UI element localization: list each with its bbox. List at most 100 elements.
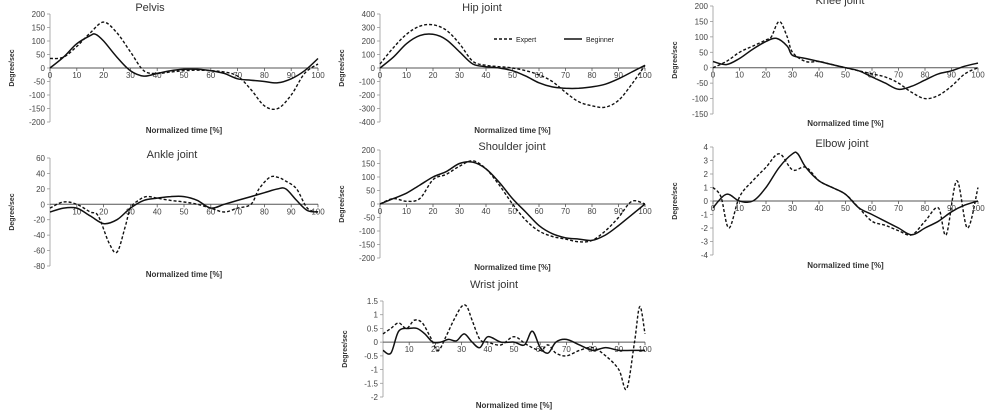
- x-tick-label: 60: [536, 345, 545, 354]
- x-tick-label: 70: [562, 345, 571, 354]
- x-tick-label: 50: [508, 71, 517, 80]
- x-tick-label: 100: [311, 71, 325, 80]
- y-tick-label: 1: [704, 184, 709, 193]
- y-tick-label: -150: [359, 241, 376, 250]
- x-tick-label: 20: [99, 207, 108, 216]
- y-tick-label: 200: [695, 2, 709, 11]
- x-tick-label: 100: [638, 345, 652, 354]
- y-tick-label: -150: [29, 105, 46, 114]
- x-tick-label: 20: [431, 345, 440, 354]
- x-tick-label: 100: [638, 71, 652, 80]
- x-tick-label: 70: [561, 207, 570, 216]
- y-tick-label: 0.5: [367, 324, 379, 333]
- x-tick-label: 10: [735, 204, 744, 213]
- y-tick-label: -200: [359, 91, 376, 100]
- y-tick-label: 50: [366, 187, 375, 196]
- x-tick-label: 20: [762, 71, 771, 80]
- y-tick-label: -300: [359, 105, 376, 114]
- y-tick-label: 0: [41, 64, 46, 73]
- x-tick-label: 20: [429, 207, 438, 216]
- x-tick-label: 0: [48, 71, 53, 80]
- y-tick-label: 400: [362, 10, 376, 19]
- x-tick-label: 20: [429, 71, 438, 80]
- x-tick-label: 50: [841, 204, 850, 213]
- x-axis-title: Normalized time [%]: [146, 126, 223, 135]
- y-tick-label: 0: [371, 200, 376, 209]
- x-tick-label: 0: [711, 71, 716, 80]
- y-tick-label: -80: [33, 262, 45, 271]
- y-tick-label: 200: [362, 146, 376, 155]
- x-tick-label: 70: [894, 204, 903, 213]
- x-tick-label: 0: [378, 207, 383, 216]
- x-axis-title: Normalized time [%]: [474, 263, 551, 272]
- series-line-beginner: [382, 327, 645, 355]
- legend-label: Expert: [516, 37, 536, 44]
- y-tick-label: 50: [699, 48, 708, 57]
- x-tick-label: 80: [921, 71, 930, 80]
- y-tick-label: 40: [36, 169, 45, 178]
- series-line-beginner: [712, 37, 979, 91]
- y-tick-label: -20: [33, 216, 45, 225]
- x-tick-label: 30: [788, 71, 797, 80]
- x-tick-label: 40: [482, 71, 491, 80]
- x-tick-label: 90: [614, 71, 623, 80]
- x-tick-label: 30: [455, 71, 464, 80]
- x-axis-title: Normalized time [%]: [474, 126, 551, 135]
- y-tick-label: 300: [362, 24, 376, 33]
- x-tick-label: 80: [260, 71, 269, 80]
- x-tick-label: 30: [455, 207, 464, 216]
- y-tick-label: -50: [363, 214, 375, 223]
- chart-title: Elbow joint: [815, 138, 868, 150]
- y-tick-label: 1.5: [367, 297, 379, 306]
- x-tick-label: 80: [588, 71, 597, 80]
- x-tick-label: 20: [99, 71, 108, 80]
- x-tick-label: 10: [402, 207, 411, 216]
- x-tick-label: 90: [614, 345, 623, 354]
- x-tick-label: 90: [287, 71, 296, 80]
- x-axis-title: Normalized time [%]: [476, 401, 553, 410]
- y-tick-label: 200: [32, 10, 46, 19]
- y-tick-label: -100: [359, 78, 376, 87]
- y-tick-label: 3: [704, 157, 709, 166]
- y-tick-label: 20: [36, 185, 45, 194]
- x-tick-label: 70: [233, 207, 242, 216]
- x-tick-label: 10: [72, 71, 81, 80]
- series-line-expert: [379, 160, 646, 243]
- x-tick-label: 0: [378, 71, 383, 80]
- x-tick-label: 70: [561, 71, 570, 80]
- y-tick-label: 200: [362, 37, 376, 46]
- x-tick-label: 30: [788, 204, 797, 213]
- y-tick-label: -40: [33, 231, 45, 240]
- y-tick-label: -60: [33, 247, 45, 256]
- x-tick-label: 10: [735, 71, 744, 80]
- y-tick-label: 0: [371, 64, 376, 73]
- x-tick-label: 70: [894, 71, 903, 80]
- x-tick-label: 30: [126, 71, 135, 80]
- series-line-beginner: [379, 161, 646, 242]
- x-tick-label: 50: [180, 71, 189, 80]
- chart-title: Pelvis: [135, 2, 165, 14]
- y-tick-label: 150: [362, 160, 376, 169]
- x-tick-label: 100: [638, 207, 652, 216]
- y-tick-label: 0: [704, 197, 709, 206]
- y-axis-title: Degree/sec: [339, 49, 346, 86]
- series-line-beginner: [712, 151, 979, 236]
- x-tick-label: 50: [841, 71, 850, 80]
- x-tick-label: 40: [482, 207, 491, 216]
- x-tick-label: 30: [457, 345, 466, 354]
- y-tick-label: -100: [29, 91, 46, 100]
- x-axis-title: Normalized time [%]: [807, 261, 884, 270]
- y-tick-label: 0: [41, 200, 46, 209]
- chart-title: Wrist joint: [470, 279, 518, 291]
- x-tick-label: 50: [510, 345, 519, 354]
- y-tick-label: 150: [695, 17, 709, 26]
- x-tick-label: 30: [126, 207, 135, 216]
- y-tick-label: -1: [371, 366, 379, 375]
- x-tick-label: 50: [508, 207, 517, 216]
- series-line-beginner: [49, 187, 319, 225]
- x-tick-label: 40: [483, 345, 492, 354]
- y-tick-label: -50: [696, 79, 708, 88]
- x-tick-label: 100: [971, 204, 985, 213]
